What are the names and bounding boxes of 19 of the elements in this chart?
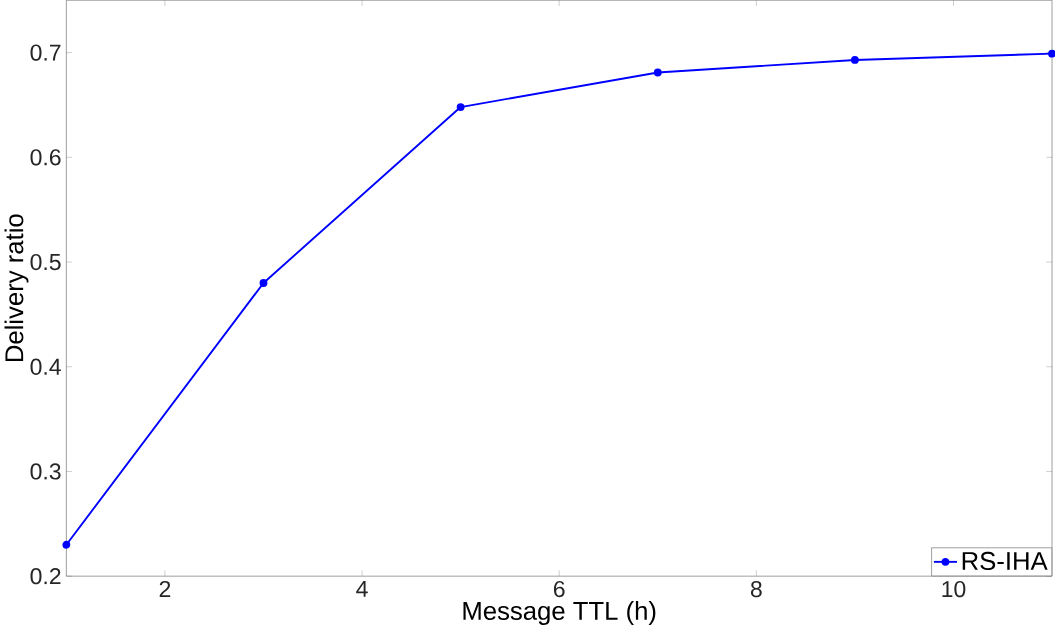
y-tick-label: 0.5 bbox=[30, 254, 61, 271]
y-axis-title: Delivery ratio bbox=[4, 214, 29, 362]
x-tick-label: 4 bbox=[356, 581, 368, 597]
y-tick-label: 0.4 bbox=[30, 358, 61, 376]
x-tick-label: 10 bbox=[942, 581, 966, 598]
x-tick-label: 6 bbox=[553, 581, 565, 598]
point bbox=[653, 68, 662, 77]
y-tick-label: 0.3 bbox=[30, 463, 61, 480]
x-tick-label: 8 bbox=[750, 581, 762, 598]
point bbox=[259, 279, 268, 288]
legend-label: RS-IHA bbox=[962, 552, 1048, 571]
point bbox=[850, 56, 859, 65]
point bbox=[456, 103, 465, 112]
x-axis-title: Message TTL (h) bbox=[463, 601, 656, 626]
y-tick-label: 0.7 bbox=[30, 44, 61, 61]
point bbox=[62, 541, 71, 549]
x-tick-label: 2 bbox=[159, 581, 171, 598]
y-tick-label: 0.6 bbox=[30, 149, 61, 166]
y-tick-label: 0.2 bbox=[30, 568, 61, 585]
